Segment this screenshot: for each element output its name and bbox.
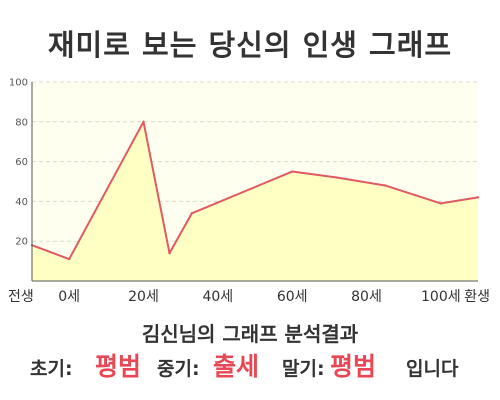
x-tick-label-7: 환생 (464, 289, 490, 305)
life-area-fill (32, 121, 478, 281)
closing-text: 입니다 (406, 358, 459, 380)
middle-period-value: 출세 (213, 352, 260, 381)
middle-period-label: 중기: (157, 358, 200, 380)
early-period-label: 초기: (30, 358, 73, 380)
y-tick-label-80: 80 (15, 117, 28, 128)
data-point-3 (168, 251, 171, 255)
late-period-value: 평범 (330, 352, 377, 381)
x-tick-label-4: 60세 (277, 289, 308, 305)
late-period-label: 말기: (282, 358, 325, 380)
x-tick-label-0: 전생 (8, 289, 34, 305)
x-tick-label-3: 40세 (202, 289, 233, 305)
data-point-7 (383, 184, 387, 187)
chart-title: 재미로 보는 당신의 인생 그래프 (47, 28, 453, 62)
data-point-8 (439, 202, 443, 205)
data-point-9 (476, 196, 480, 199)
data-point-2 (142, 120, 145, 124)
x-tick-label-1: 0세 (58, 289, 80, 305)
analysis-summary: 김신님의 그래프 분석결과 (141, 322, 359, 346)
x-tick-label-5: 80세 (351, 289, 382, 305)
early-period-value: 평범 (95, 352, 142, 381)
y-tick-label-100: 100 (9, 78, 28, 89)
data-point-4 (190, 212, 194, 215)
y-tick-label-60: 60 (15, 157, 28, 168)
x-tick-label-6: 100세 (421, 289, 461, 305)
data-point-1 (67, 257, 71, 261)
y-tick-label-20: 20 (15, 237, 28, 248)
life-graph-chart: 20 40 60 80 100 전생 0세 20세 40세 60세 80세 100세 환생 (8, 78, 490, 306)
life-line (31, 120, 479, 261)
verdict-row: 초기: 평범 중기: 출세 말기: 평범 입니다 (0, 346, 500, 382)
y-tick-label-40: 40 (15, 197, 28, 208)
data-point-5 (290, 170, 294, 173)
data-point-6 (335, 176, 338, 179)
x-tick-label-2: 20세 (128, 289, 159, 305)
